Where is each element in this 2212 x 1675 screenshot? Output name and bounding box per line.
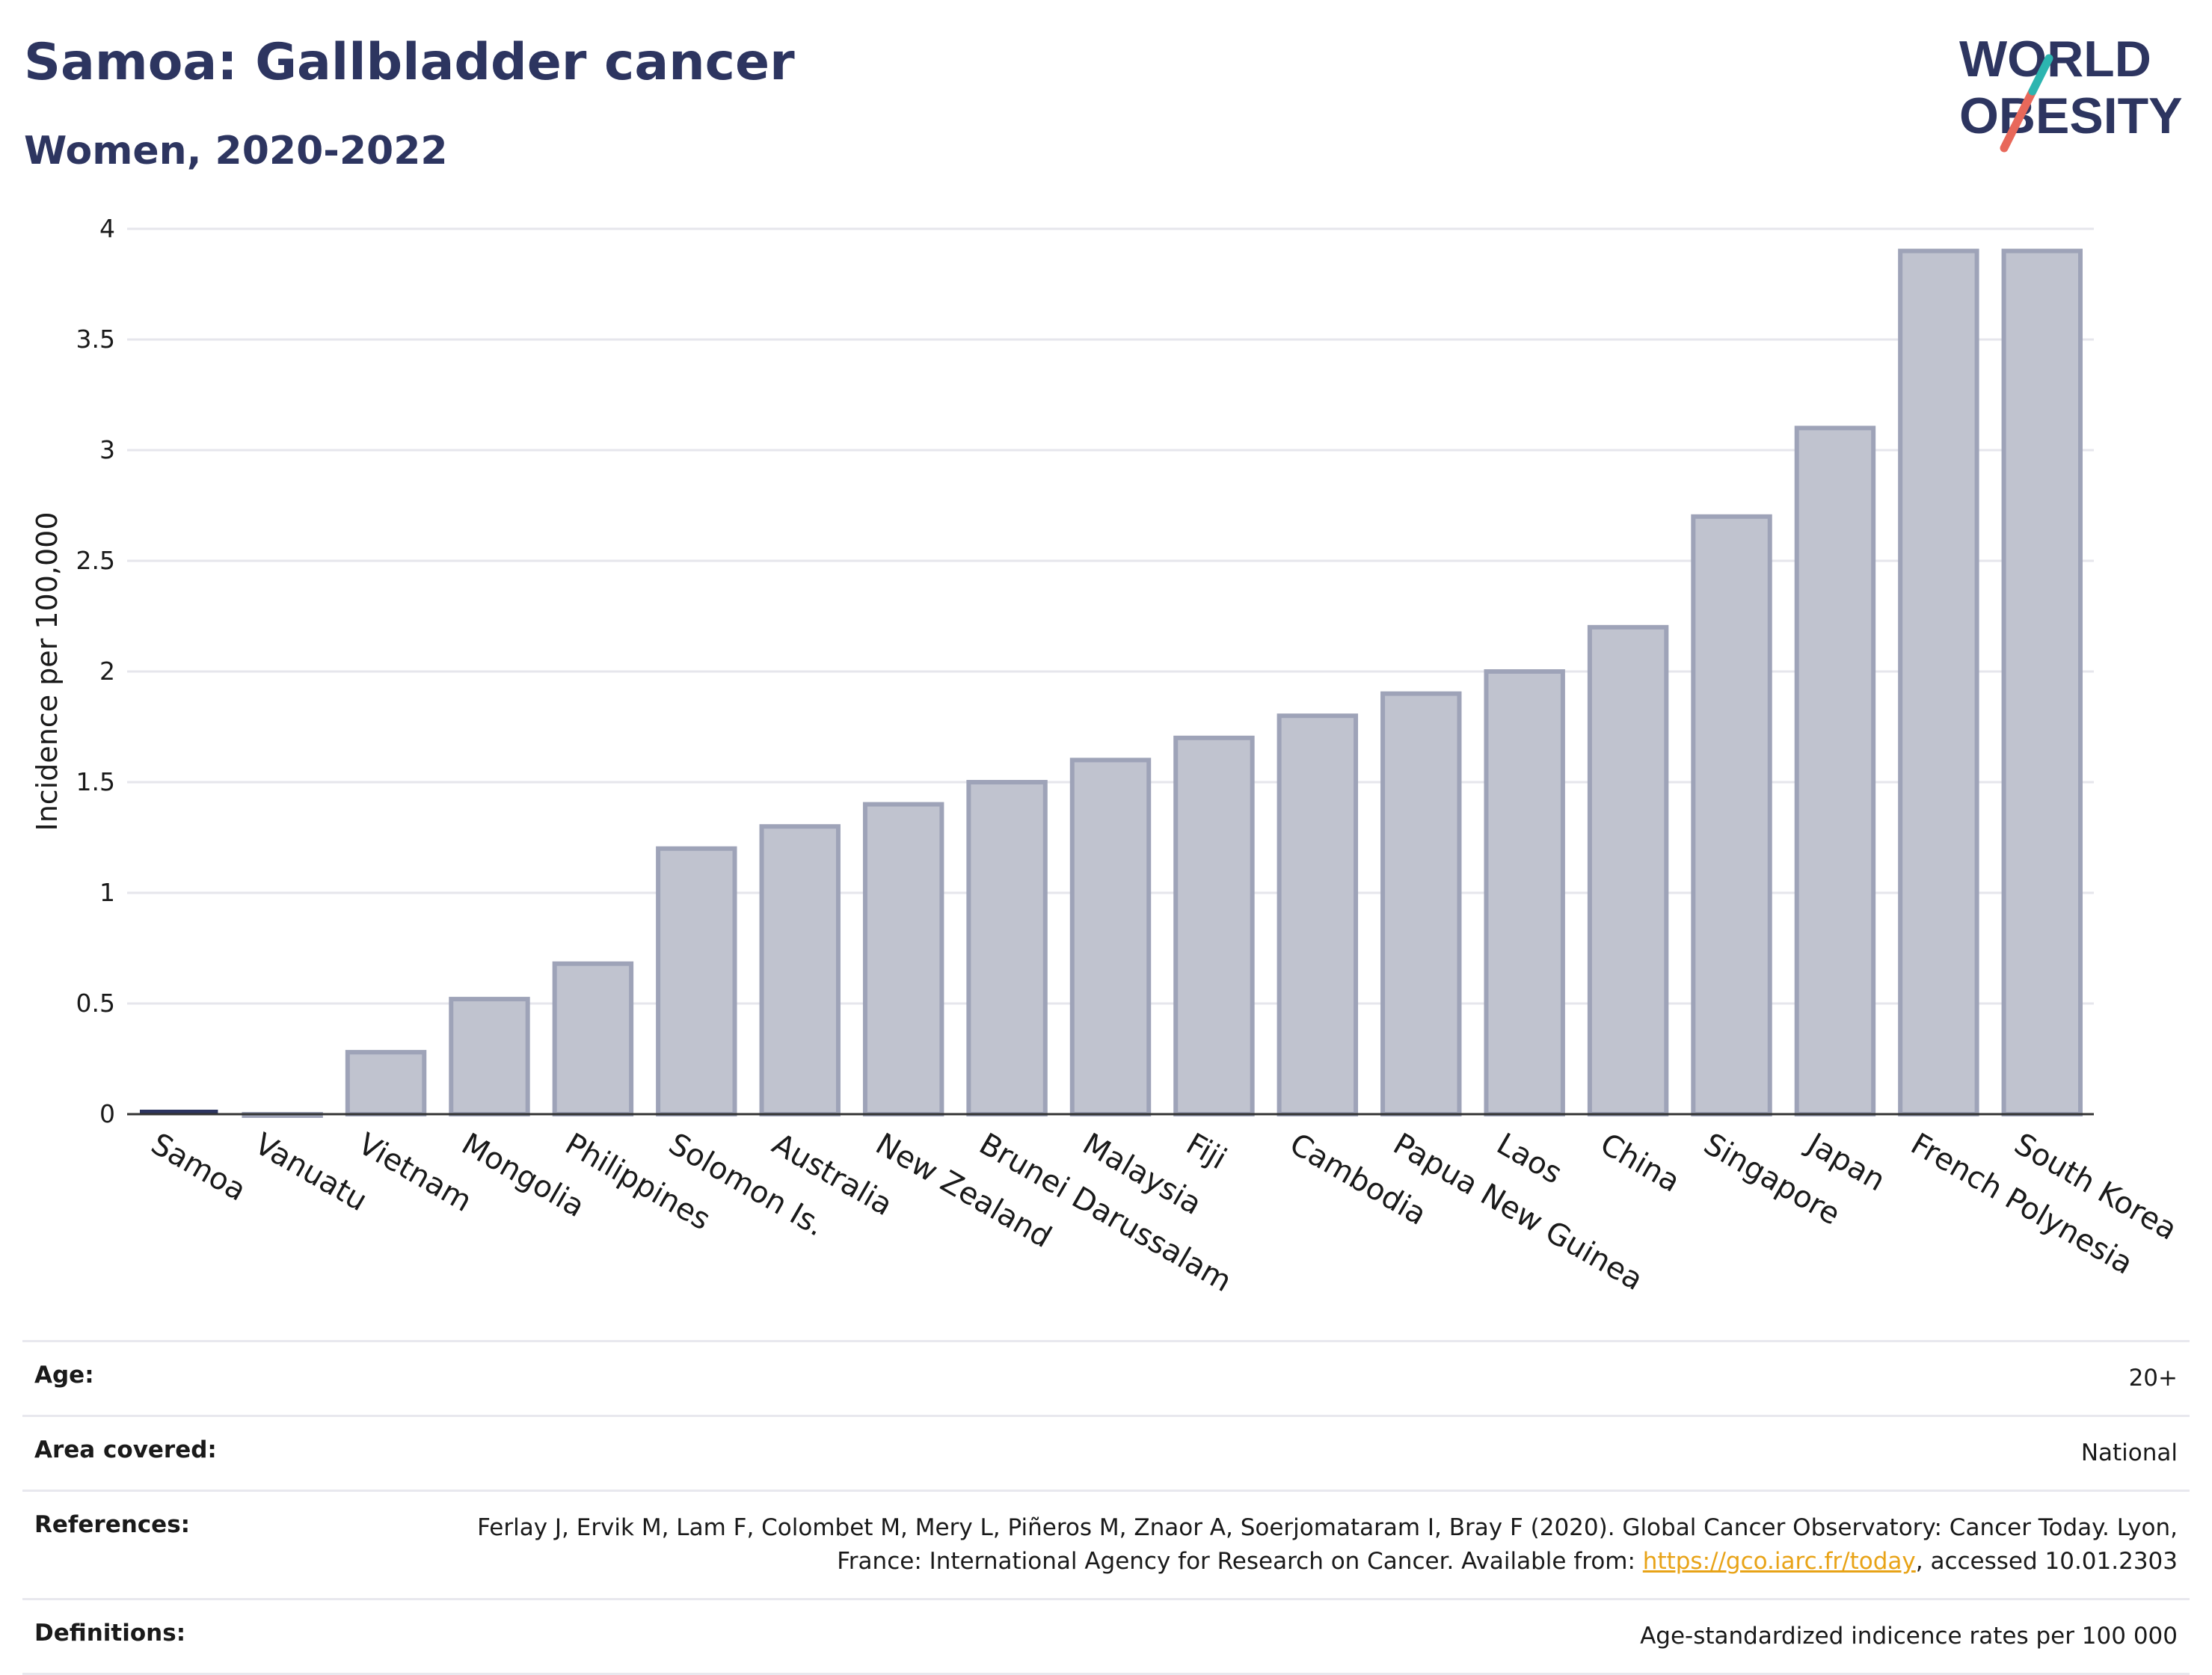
definitions-label: Definitions: bbox=[34, 1619, 186, 1647]
world-obesity-logo: WORLD OBESITY bbox=[1959, 31, 2183, 153]
bar bbox=[1794, 425, 1876, 1116]
bar bbox=[345, 1050, 427, 1116]
y-tick-label: 0.5 bbox=[76, 989, 115, 1018]
logo-slash-teal bbox=[2028, 54, 2053, 96]
logo-word-1: WORLD bbox=[1959, 31, 2151, 87]
y-tick-label: 3.5 bbox=[76, 325, 115, 354]
meta-row-definitions: Definitions: Age-standardized indicence … bbox=[22, 1597, 2190, 1675]
x-tick-label: Samoa bbox=[145, 1127, 251, 1208]
chart-title: Samoa: Gallbladder cancer bbox=[24, 33, 795, 92]
y-tick-label: 1.5 bbox=[76, 767, 115, 796]
bar bbox=[449, 997, 530, 1116]
y-tick-label: 3 bbox=[99, 435, 115, 464]
chart-subtitle: Women, 2020-2022 bbox=[24, 129, 448, 173]
references-suffix: , accessed 10.01.2303 bbox=[1915, 1547, 2178, 1575]
bar bbox=[1173, 735, 1255, 1116]
meta-row-age: Age: 20+ bbox=[22, 1340, 2190, 1415]
bar-chart: 0 0.5 1 1.5 2 2.5 3 3.5 4 Incidence per 100,000 Sa… bbox=[31, 214, 2183, 1299]
age-value: 20+ bbox=[2128, 1365, 2178, 1392]
y-tick-label: 2.5 bbox=[76, 546, 115, 575]
bar bbox=[1898, 248, 1979, 1117]
bar bbox=[1691, 514, 1772, 1116]
x-tick-label: China bbox=[1594, 1127, 1686, 1199]
x-tick-label: Fiji bbox=[1180, 1127, 1232, 1177]
bar bbox=[1484, 669, 1565, 1116]
logo-slash-red bbox=[2000, 87, 2037, 153]
area-value: National bbox=[2080, 1439, 2178, 1466]
bar bbox=[656, 846, 737, 1117]
references-text: Ferlay J, Ervik M, Lam F, Colombet M, Me… bbox=[477, 1513, 2178, 1575]
y-tick-label: 1 bbox=[99, 878, 115, 907]
bar bbox=[552, 961, 634, 1116]
bar bbox=[966, 780, 1048, 1116]
x-tick-label: Vanuatu bbox=[249, 1127, 373, 1218]
x-tick-label: New Zealand bbox=[870, 1127, 1057, 1255]
area-label: Area covered: bbox=[34, 1436, 217, 1463]
y-axis-title: Incidence per 100,000 bbox=[31, 511, 64, 831]
y-tick-label: 4 bbox=[99, 214, 115, 243]
age-label: Age: bbox=[34, 1362, 94, 1389]
meta-row-area: Area covered: National bbox=[22, 1414, 2190, 1490]
meta-row-references: References: Ferlay J, Ervik M, Lam F, Co… bbox=[22, 1489, 2190, 1598]
y-tick-label: 0 bbox=[99, 1099, 115, 1128]
x-tick-label: Vietnam bbox=[352, 1127, 477, 1219]
references-label: References: bbox=[34, 1510, 191, 1538]
bar bbox=[1380, 691, 1462, 1116]
references-link[interactable]: https://gco.iarc.fr/today bbox=[1642, 1547, 1916, 1575]
bar bbox=[862, 802, 944, 1116]
definitions-value: Age-standardized indicence rates per 100… bbox=[1640, 1622, 2178, 1650]
references-value: Ferlay J, Ervik M, Lam F, Colombet M, Me… bbox=[458, 1511, 2178, 1579]
logo-word-2: OBESITY bbox=[1959, 87, 2183, 144]
bar bbox=[1276, 713, 1359, 1116]
metadata-table: Age: 20+ Area covered: National Referenc… bbox=[22, 1340, 2190, 1675]
x-tick-label: Laos bbox=[1491, 1127, 1568, 1191]
bar bbox=[759, 824, 841, 1116]
bar bbox=[1069, 757, 1152, 1117]
bar bbox=[2001, 248, 2083, 1117]
y-tick-label: 2 bbox=[99, 657, 115, 686]
bar bbox=[1587, 624, 1669, 1116]
